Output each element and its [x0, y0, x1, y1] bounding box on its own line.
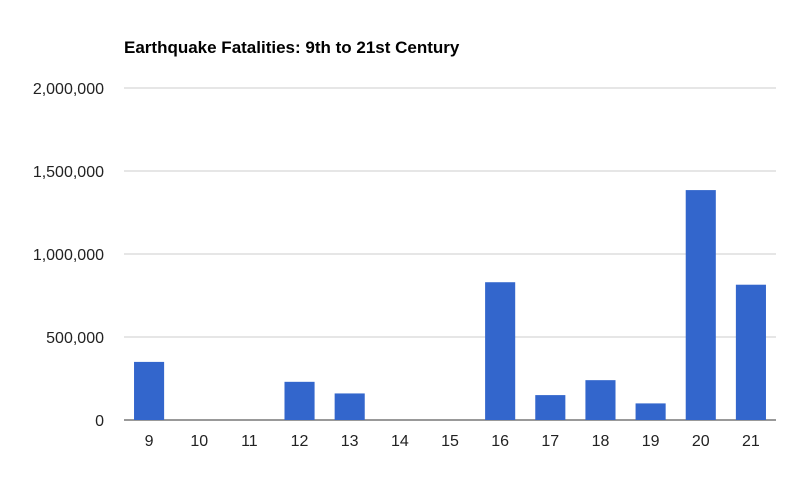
gridlines — [124, 87, 776, 421]
x-tick-label: 9 — [145, 433, 154, 450]
x-tick-label: 12 — [291, 433, 309, 450]
y-tick-label: 1,500,000 — [33, 164, 104, 181]
y-tick-label: 0 — [95, 413, 104, 430]
chart-title: Earthquake Fatalities: 9th to 21st Centu… — [124, 38, 460, 57]
x-tick-label: 15 — [441, 433, 459, 450]
x-tick-label: 10 — [190, 433, 208, 450]
bar-century-16 — [485, 282, 516, 420]
x-tick-label: 13 — [341, 433, 359, 450]
x-tick-label: 17 — [541, 433, 559, 450]
y-tick-label: 1,000,000 — [33, 247, 104, 264]
x-tick-label: 18 — [592, 433, 610, 450]
x-tick-label: 20 — [692, 433, 710, 450]
bar-century-13 — [334, 393, 365, 420]
bar-century-21 — [735, 284, 766, 420]
bar-century-17 — [535, 395, 566, 420]
bar-century-12 — [284, 381, 315, 420]
bar-century-9 — [134, 361, 165, 420]
x-tick-label: 19 — [642, 433, 660, 450]
x-tick-label: 21 — [742, 433, 760, 450]
y-axis-tick-labels: 0 500,000 1,000,000 1,500,000 2,000,000 — [33, 81, 104, 430]
x-axis-tick-labels: 9 10 11 12 13 14 15 16 17 18 19 20 21 — [145, 433, 760, 450]
bar-century-19 — [635, 403, 666, 420]
bar-century-20 — [685, 190, 716, 420]
y-tick-label: 500,000 — [46, 330, 104, 347]
x-tick-label: 11 — [241, 433, 258, 450]
x-tick-label: 16 — [491, 433, 509, 450]
x-tick-label: 14 — [391, 433, 409, 450]
bar-century-18 — [585, 380, 616, 420]
bars — [134, 190, 766, 420]
y-tick-label: 2,000,000 — [33, 81, 104, 98]
